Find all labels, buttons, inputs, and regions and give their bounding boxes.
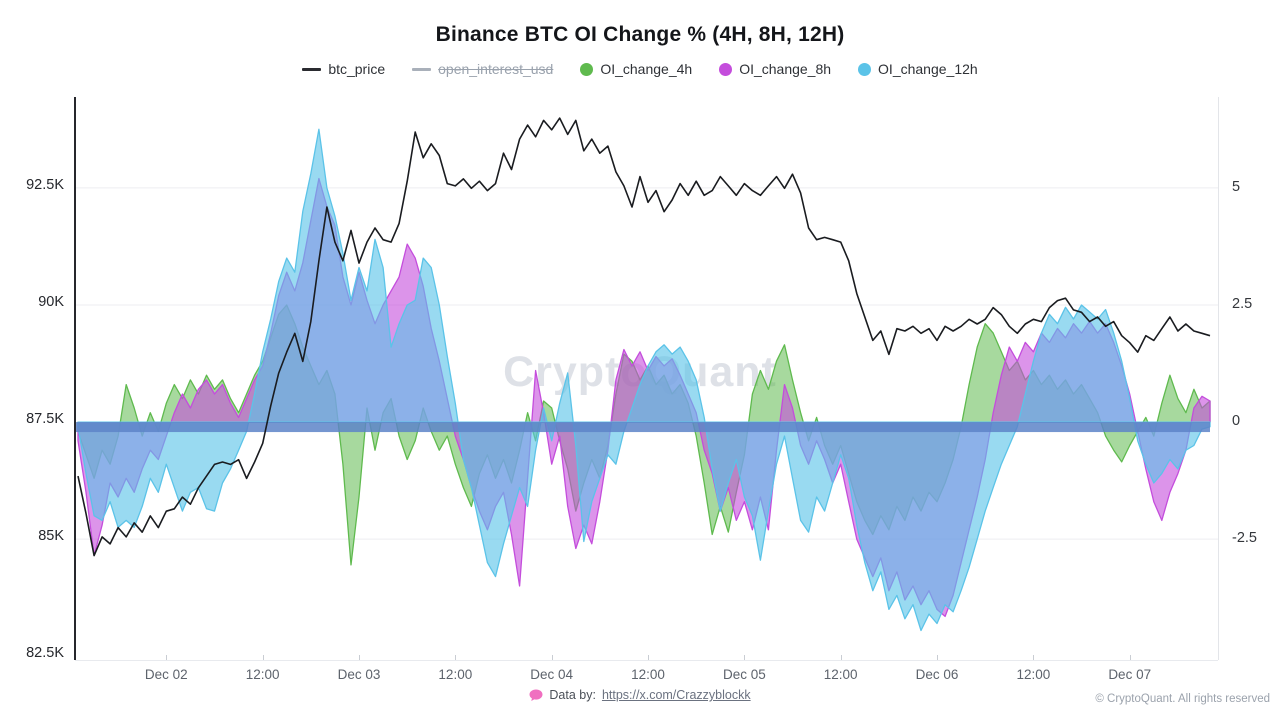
x-axis-label: 12:00 [823,667,858,682]
data-attribution: Data by: https://x.com/Crazzyblockk [0,688,1280,702]
x-axis-tick [744,655,746,660]
y-axis-label-right: 2.5 [1232,295,1253,312]
data-source-link[interactable]: https://x.com/Crazzyblockk [601,688,751,702]
x-axis-tick [1033,655,1035,660]
dot-swatch [858,62,872,76]
zero-baseline-band [75,422,1210,433]
y-axis-label-left: 85K [38,527,64,544]
x-axis-label: Dec 05 [722,667,766,682]
legend-item-oi-change-12h[interactable]: OI_change_12h [858,61,978,77]
x-axis-tick [262,655,264,660]
chart-plot-area[interactable] [75,97,1218,660]
legend: btc_price open_interest_usd OI_change_4h… [0,61,1280,77]
legend-item-open-interest-usd[interactable]: open_interest_usd [412,61,553,77]
x-axis-label: Dec 02 [144,667,188,682]
legend-label: OI_change_4h [600,61,693,77]
legend-item-oi-change-8h[interactable]: OI_change_8h [719,61,831,77]
data-by-label: Data by: [549,688,596,702]
x-axis-tick [455,655,457,660]
x-axis-tick [648,655,649,660]
x-axis-tick [1129,655,1131,660]
legend-label: btc_price [328,61,386,77]
x-axis-label: Dec 04 [530,667,574,682]
y-axis-label-left: 92.5K [26,176,64,193]
x-axis-label: Dec 06 [915,667,959,682]
legend-label: open_interest_usd [438,61,554,77]
x-axis-label: 12:00 [245,667,280,682]
oi-change-12h-area [77,128,1211,632]
x-axis-tick [551,655,553,660]
legend-label: OI_change_12h [878,61,978,77]
right-axis-line [1218,97,1219,660]
legend-label: OI_change_8h [739,61,832,77]
left-axis-line [74,97,76,660]
copyright-notice: © CryptoQuant. All rights reserved [1095,693,1270,705]
btc-price-line [77,117,1211,557]
x-axis-tick [937,655,939,660]
chart-title: Binance BTC OI Change % (4H, 8H, 12H) [435,23,845,46]
x-axis-label: Dec 03 [337,667,381,682]
y-axis-label-left: 90K [38,293,64,310]
x-axis-label: 12:00 [631,667,665,682]
x-axis-tick [166,655,168,660]
dot-swatch [719,62,733,76]
x-axis-tick [358,655,360,660]
bottom-axis-line [75,660,1218,661]
dot-swatch [580,62,594,76]
line-swatch [412,67,432,71]
x-axis-tick [840,655,842,660]
x-axis-label: 12:00 [1016,667,1051,682]
y-axis-label-left: 87.5K [26,410,64,427]
y-axis-label-right: 5 [1232,178,1241,195]
x-axis-label: 12:00 [438,667,473,682]
x-axis-label: Dec 07 [1108,667,1152,682]
data-provider-icon [529,689,543,701]
y-axis-label-left: 82.5K [26,644,64,661]
y-axis-label-right: 0 [1232,413,1241,430]
y-axis-label-right: -2.5 [1232,530,1257,547]
legend-item-btc-price[interactable]: btc_price [302,61,385,77]
legend-item-oi-change-4h[interactable]: OI_change_4h [580,61,692,77]
line-swatch [302,67,322,71]
